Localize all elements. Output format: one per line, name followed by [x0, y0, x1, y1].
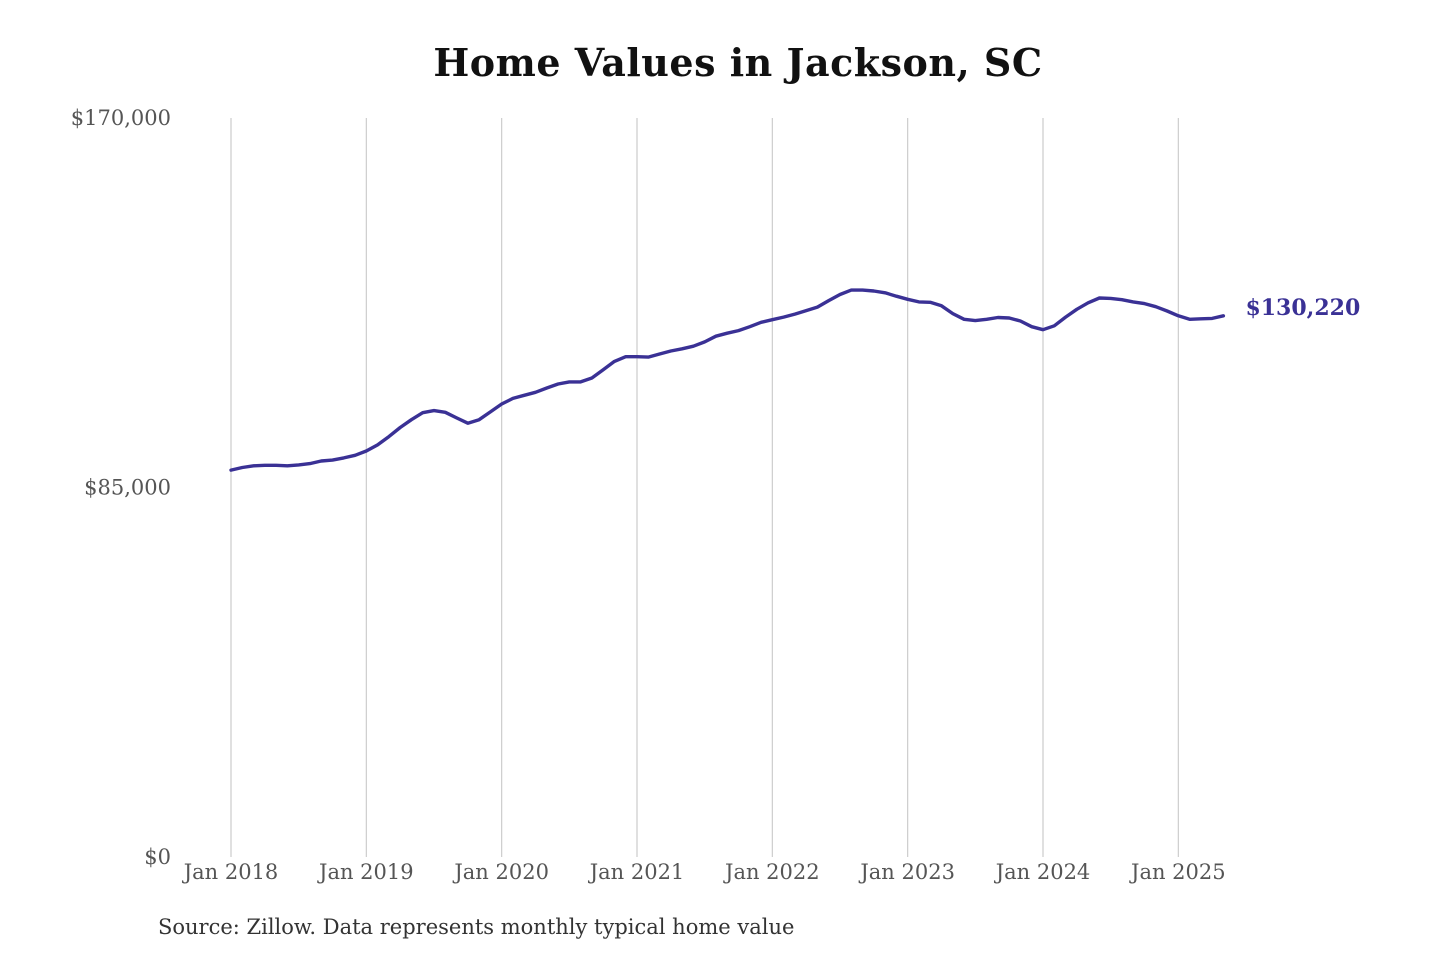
chart-title: Home Values in Jackson, SC: [433, 40, 1043, 85]
source-note: Source: Zillow. Data represents monthly …: [158, 915, 795, 939]
x-tick-label: Jan 2024: [994, 860, 1091, 884]
y-tick-label: $0: [144, 845, 171, 869]
x-axis-tick-labels: Jan 2018 Jan 2019 Jan 2020 Jan 2021 Jan 2022…: [182, 860, 1226, 884]
gridlines: [230, 118, 1179, 857]
y-tick-label: $85,000: [84, 476, 171, 500]
x-tick-label: Jan 2023: [858, 860, 955, 884]
y-tick-label: $170,000: [71, 106, 171, 130]
x-tick-label: Jan 2020: [452, 860, 549, 884]
end-value-label: $130,220: [1245, 295, 1360, 321]
x-tick-label: Jan 2018: [182, 860, 279, 884]
x-tick-label: Jan 2025: [1129, 860, 1226, 884]
y-axis-tick-labels: $0 $85,000 $170,000: [71, 106, 171, 869]
x-tick-label: Jan 2019: [317, 860, 414, 884]
x-tick-label: Jan 2021: [588, 860, 685, 884]
x-tick-label: Jan 2022: [723, 860, 820, 884]
series-line: [229, 288, 1226, 472]
